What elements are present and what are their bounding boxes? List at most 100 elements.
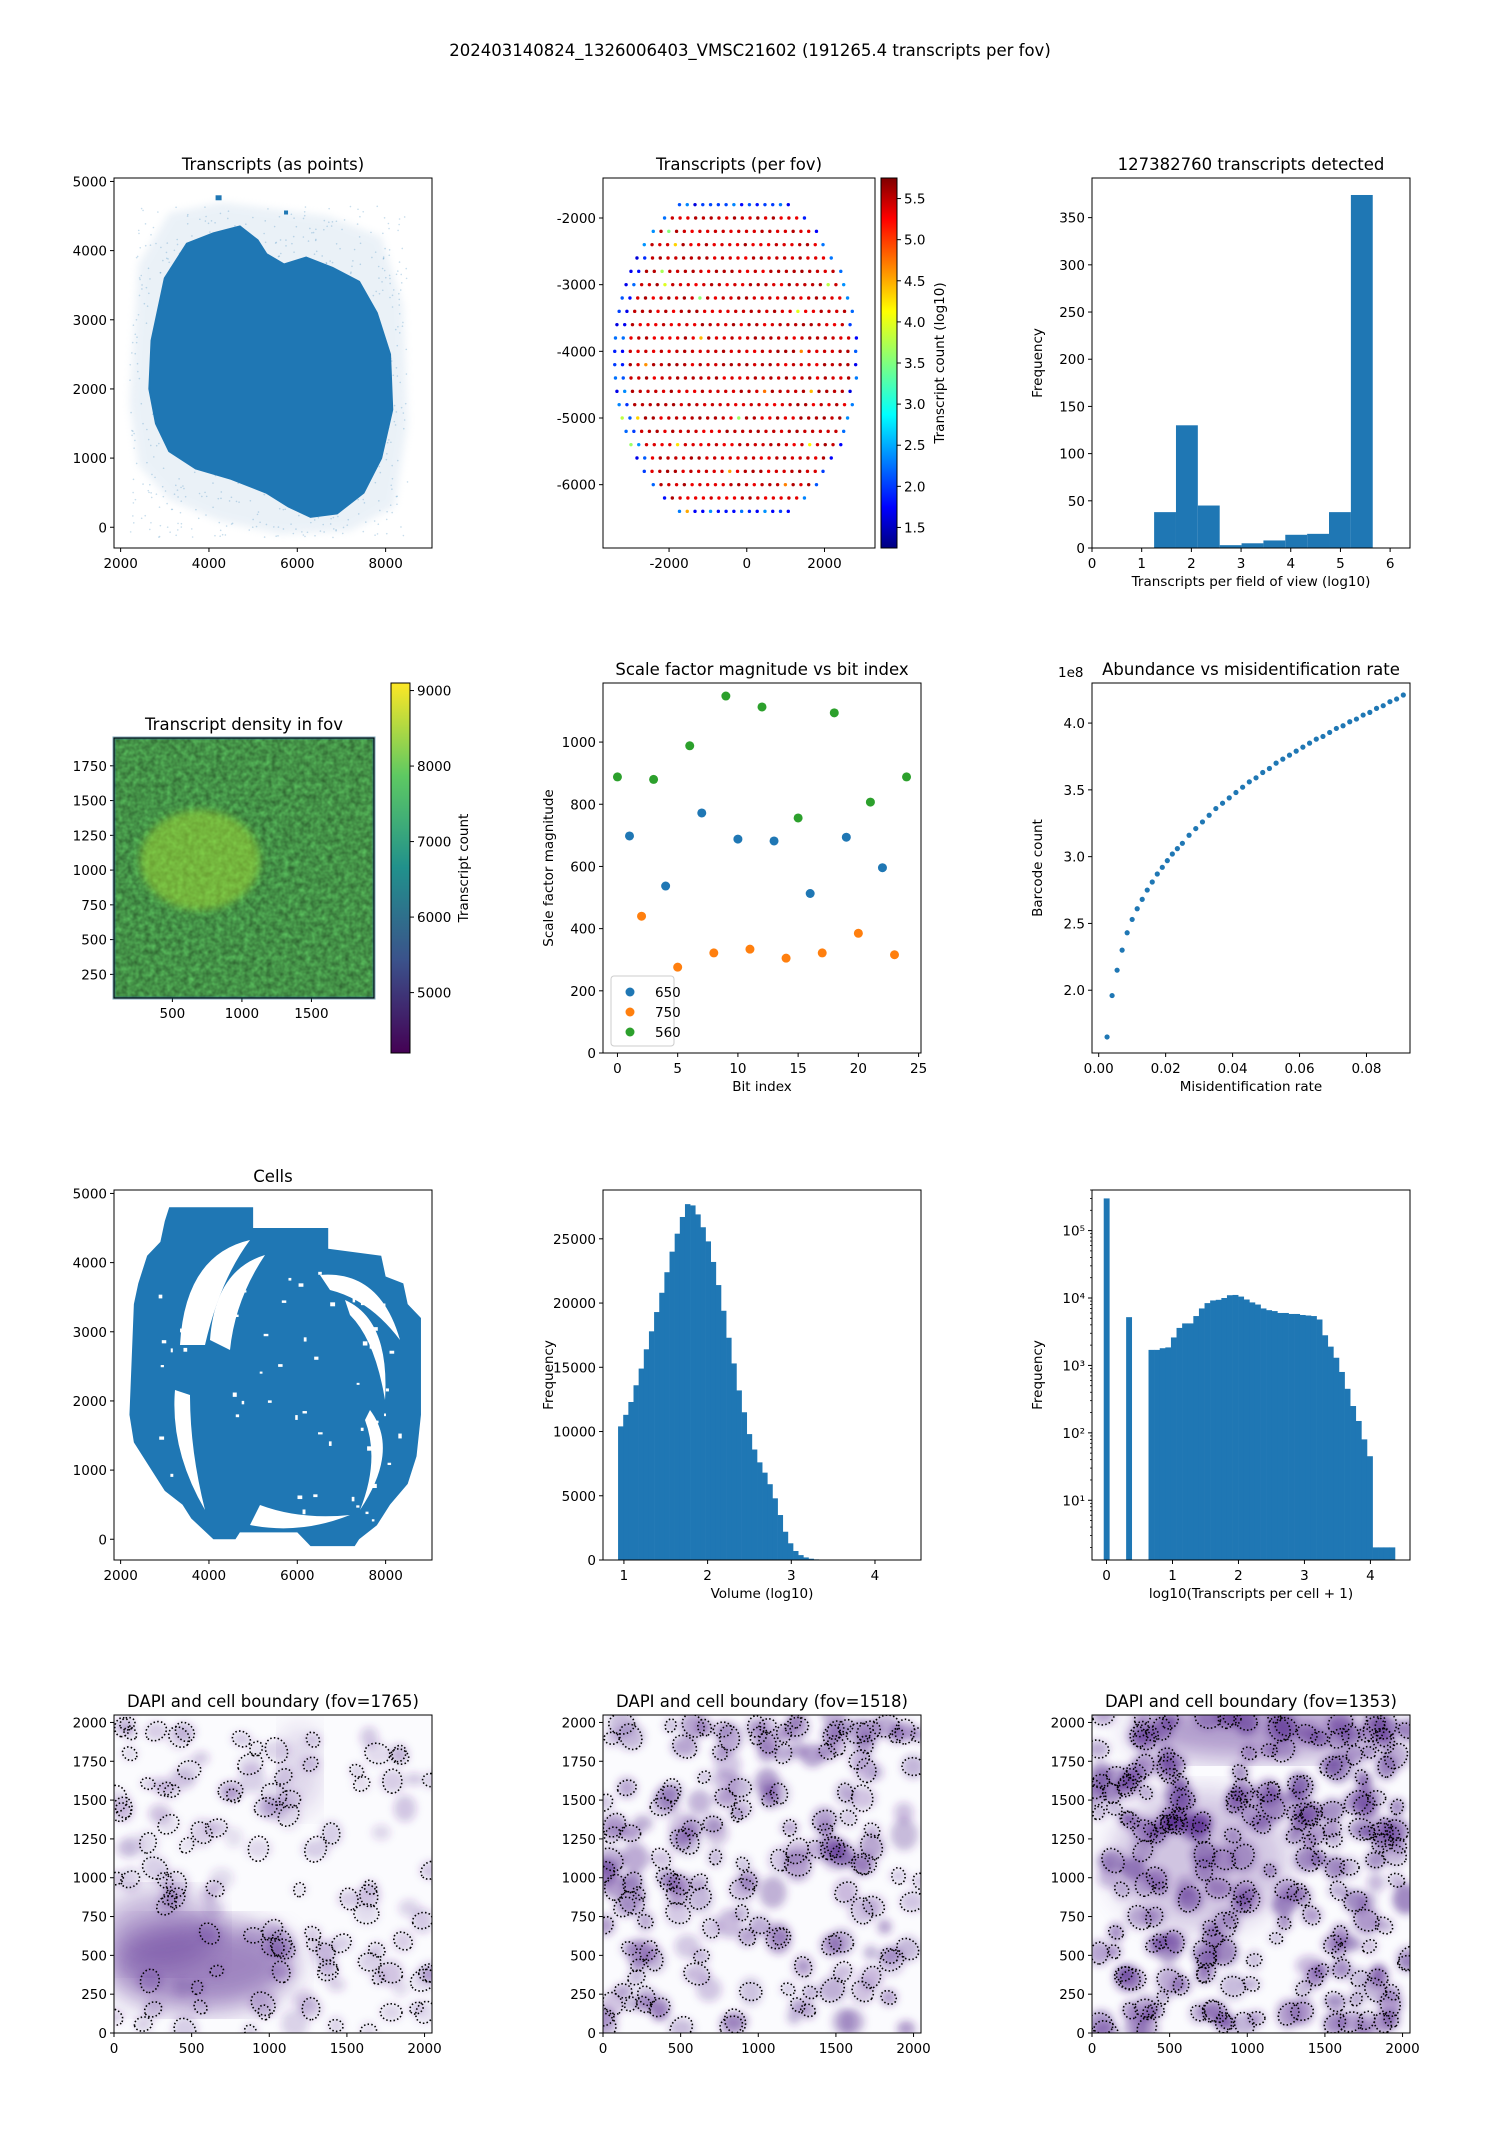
sparse-transcript-point [309, 227, 311, 230]
fov-point [648, 309, 652, 314]
fov-point [779, 282, 784, 287]
dapi-nucleus [700, 1916, 722, 1941]
sparse-transcript-point [251, 526, 254, 529]
fov-point [784, 376, 789, 380]
fov-point [752, 349, 757, 354]
cell-gap-speck [356, 1505, 360, 1508]
dapi-nucleus [419, 1861, 432, 1880]
cell-boundary [664, 1718, 677, 1733]
x-tick-label: 8000 [368, 1568, 402, 1584]
x-tick-label: 1500 [1308, 2041, 1342, 2057]
dapi-nucleus [687, 1789, 712, 1815]
dapi-nucleus [1367, 1873, 1385, 1893]
cell-boundary [851, 1980, 875, 2003]
fov-point [827, 309, 831, 314]
fov-point [745, 362, 749, 367]
cell-gap-speck [398, 1433, 402, 1439]
dapi-nucleus [693, 1949, 710, 1963]
figure-suptitle: 202403140824_1326006403_VMSC21602 (19126… [449, 41, 1051, 61]
dapi-nucleus [140, 1777, 156, 1790]
fov-point [692, 322, 697, 327]
fov-point [644, 442, 649, 447]
fov-point [802, 496, 807, 500]
cell-gap-speck [215, 1294, 220, 1299]
cell-boundary [899, 1891, 921, 1913]
fov-point [659, 482, 663, 487]
panel-dapi-1518: 0 500 1000 1500 2000025050075010001250150017… [562, 1692, 931, 2057]
sparse-transcript-point [377, 265, 380, 268]
fov-point [637, 269, 641, 274]
fov-point [747, 322, 751, 327]
y-tick-label: 750 [570, 1910, 596, 1926]
dapi-nucleus [411, 1908, 432, 1934]
axes-frame [113, 1714, 433, 2034]
y-tick-label: 1250 [73, 828, 107, 844]
fov-point [830, 362, 835, 367]
x-tick-label: 6000 [280, 556, 314, 572]
fov-point [772, 429, 776, 434]
fov-point [792, 269, 796, 274]
cell-boundary [1195, 1859, 1214, 1882]
fov-point [768, 362, 772, 367]
y-tick-label: 250 [81, 1987, 107, 2003]
fov-point [791, 296, 795, 300]
cell-gap-speck [259, 1371, 263, 1374]
cell-boundary [1337, 2011, 1364, 2033]
fov-point [635, 256, 639, 260]
fov-point [694, 429, 698, 434]
fov-point [747, 389, 751, 394]
fov-point [620, 349, 625, 354]
panel-abundance-vs-misid: 0.00 0.02 0.04 0.06 0.082.02.53.03.54.0Abund… [1030, 660, 1411, 1095]
barcode-point [1104, 1034, 1110, 1040]
volume-bar [757, 1462, 763, 1560]
fov-point [756, 496, 760, 500]
fov-point [764, 429, 768, 434]
sparse-transcript-point [155, 242, 157, 245]
sparse-transcript-point [256, 513, 259, 516]
cell-boundary [1172, 1974, 1190, 1996]
sparse-transcript-point [384, 247, 386, 250]
fov-point [791, 229, 795, 234]
dapi-nucleus [728, 1776, 752, 1800]
sparse-transcript-point [328, 207, 330, 210]
sparse-transcript-point [212, 482, 214, 484]
fov-point [716, 389, 720, 394]
panel-transcripts-per-fov: -2000 0 2000-2000-3000-4000-5000-6000Trans… [557, 155, 948, 572]
cell-boundary [1256, 1781, 1281, 1803]
fov-point [720, 456, 725, 460]
barcode-point [1233, 789, 1239, 796]
sparse-transcript-point [399, 289, 402, 291]
dapi-image [114, 1715, 432, 2033]
y-tick-label: 0 [98, 520, 107, 536]
dapi-nucleus [1367, 1788, 1387, 1808]
cell-boundary [1354, 1769, 1369, 1786]
fov-point [807, 362, 811, 367]
sparse-transcript-point [280, 252, 282, 255]
fov-point [787, 429, 791, 434]
dapi-nucleus [1328, 1883, 1349, 1899]
fov-point [791, 362, 796, 367]
sparse-transcript-point [359, 215, 361, 218]
volume-bar [772, 1498, 778, 1560]
fov-point [662, 496, 667, 500]
cell-boundary [1119, 1968, 1147, 1991]
fov-point [808, 376, 812, 380]
volume-bar [633, 1385, 639, 1560]
fov-point [784, 362, 788, 367]
fov-point [722, 442, 726, 447]
cell-boundary [269, 1929, 293, 1958]
sparse-transcript-point [359, 242, 362, 245]
y-tick-label: 750 [1059, 1910, 1085, 1926]
cell-boundary [414, 2000, 432, 2025]
fov-point [708, 322, 712, 327]
fov-point [675, 376, 680, 380]
y-tick-label: 500 [570, 1948, 596, 1964]
x-tick-label: 0 [1088, 2041, 1097, 2057]
fov-point [760, 296, 764, 300]
sparse-transcript-point [152, 456, 155, 458]
fov-point [681, 469, 685, 474]
sparse-transcript-point [277, 526, 280, 528]
cell-gap-speck [356, 1382, 360, 1385]
fov-point [841, 429, 846, 434]
legend-marker [625, 1027, 635, 1037]
